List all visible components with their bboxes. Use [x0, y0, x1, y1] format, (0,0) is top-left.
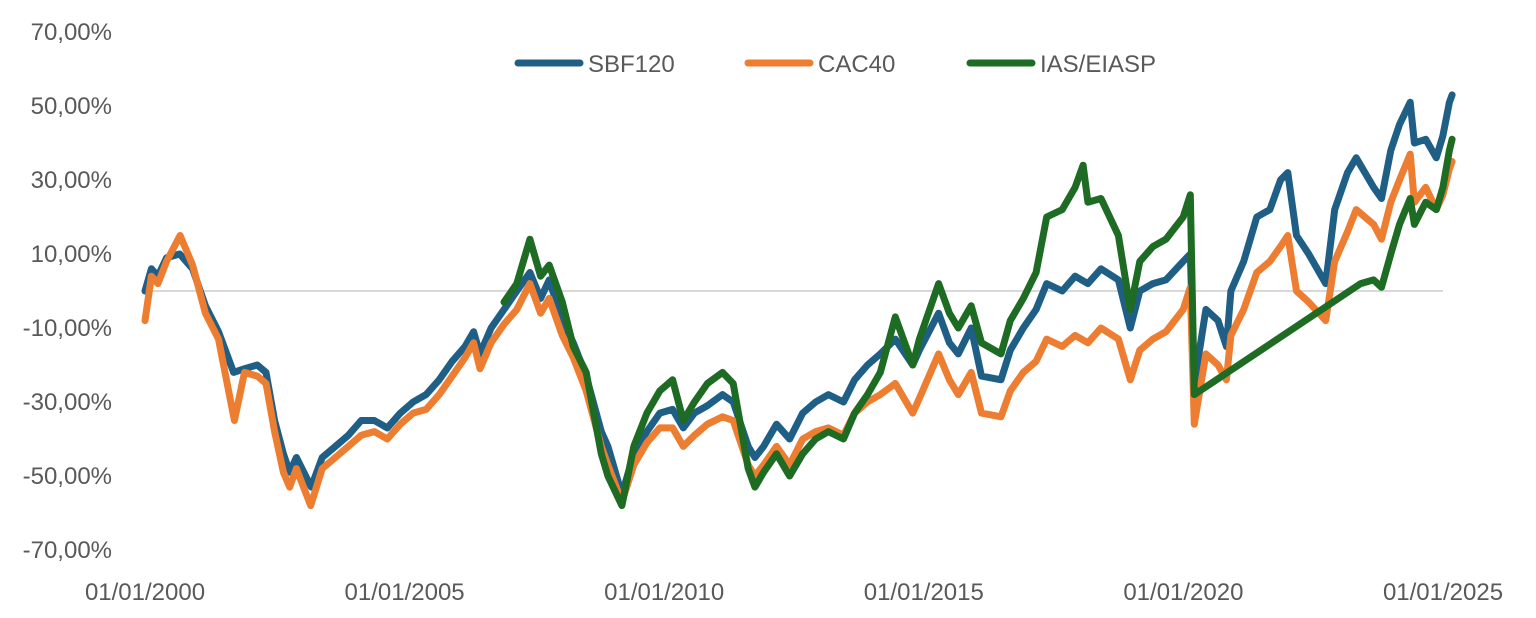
x-tick-label: 01/01/2000: [85, 579, 205, 606]
series-line-sbf120: [141, 91, 1456, 498]
legend-label: IAS/EIASP: [1040, 51, 1156, 78]
y-tick-label: 50,00%: [31, 93, 112, 120]
legend: SBF120 CAC40 IAS/EIASP: [514, 51, 1156, 78]
y-tick-label: -30,00%: [23, 389, 112, 416]
x-tick-label: 01/01/2015: [864, 579, 984, 606]
legend-label: CAC40: [818, 51, 895, 78]
x-axis: 01/01/2000 01/01/2005 01/01/2010 01/01/2015…: [85, 579, 1503, 606]
y-tick-label: -10,00%: [23, 315, 112, 342]
legend-label: SBF120: [588, 51, 675, 78]
y-tick-label: -70,00%: [23, 537, 112, 564]
y-tick-label: 30,00%: [31, 167, 112, 194]
y-tick-label: -50,00%: [23, 463, 112, 490]
series-line-cac40: [141, 150, 1456, 510]
y-tick-label: 10,00%: [31, 241, 112, 268]
series-layer: [141, 91, 1456, 510]
x-tick-label: 01/01/2020: [1123, 579, 1243, 606]
series-line-ias-eiasp: [500, 135, 1456, 510]
x-tick-label: 01/01/2025: [1383, 579, 1503, 606]
x-tick-label: 01/01/2005: [345, 579, 465, 606]
x-tick-label: 01/01/2010: [604, 579, 724, 606]
y-axis: 70,00% 50,00% 30,00% 10,00% -10,00% -30,00% -5…: [23, 19, 112, 564]
y-tick-label: 70,00%: [31, 19, 112, 46]
